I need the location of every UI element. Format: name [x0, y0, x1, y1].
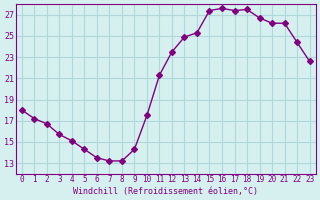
X-axis label: Windchill (Refroidissement éolien,°C): Windchill (Refroidissement éolien,°C): [73, 187, 258, 196]
